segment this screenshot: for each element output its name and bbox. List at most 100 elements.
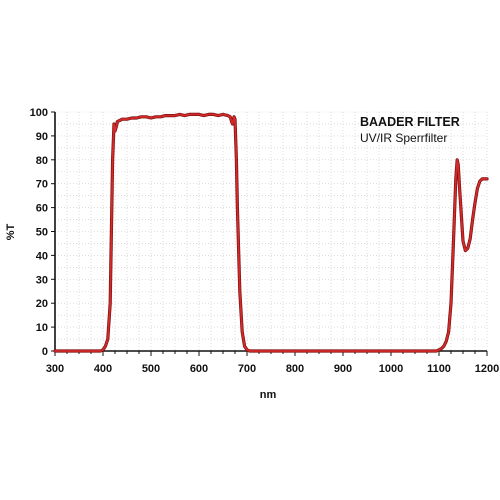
x-tick-label: 900 xyxy=(334,363,352,375)
data-point xyxy=(193,113,195,115)
series-layer xyxy=(53,112,489,353)
grid xyxy=(54,111,488,352)
y-tick-label: 50 xyxy=(36,227,48,239)
data-point xyxy=(464,250,466,252)
y-tick-label: 80 xyxy=(36,155,48,167)
data-point xyxy=(227,114,229,117)
x-tick-label: 400 xyxy=(94,363,112,375)
data-point xyxy=(169,114,171,117)
data-point xyxy=(235,159,238,161)
x-tick-label: 1100 xyxy=(427,363,451,375)
data-point xyxy=(455,178,457,180)
data-point xyxy=(231,120,233,123)
data-point xyxy=(436,350,438,352)
data-point xyxy=(116,120,118,123)
data-point xyxy=(469,238,471,240)
data-point xyxy=(484,178,486,180)
data-point xyxy=(440,348,442,350)
product-label: UV/IR Sperrfilter xyxy=(360,131,447,145)
data-point xyxy=(246,349,248,351)
data-point xyxy=(184,114,186,117)
y-tick-label: 30 xyxy=(36,274,48,286)
x-tick-label: 800 xyxy=(286,363,304,375)
data-point xyxy=(174,114,176,117)
data-point xyxy=(462,240,464,242)
data-point xyxy=(486,178,488,180)
data-point xyxy=(481,178,483,180)
data-point xyxy=(229,116,231,118)
data-point xyxy=(121,118,123,120)
data-point xyxy=(54,350,56,352)
data-point xyxy=(136,117,138,119)
data-point xyxy=(131,117,133,119)
y-axis-title: %T xyxy=(5,223,17,240)
data-point xyxy=(104,345,106,347)
data-point xyxy=(114,130,116,132)
data-point xyxy=(212,113,214,115)
data-point xyxy=(107,338,109,340)
data-point xyxy=(160,116,162,118)
data-point xyxy=(241,331,243,333)
data-point xyxy=(472,218,474,221)
data-point xyxy=(115,125,118,127)
x-tick-label: 1000 xyxy=(379,363,403,375)
data-point xyxy=(188,113,190,115)
axes xyxy=(51,111,488,356)
data-point xyxy=(140,116,142,118)
y-tick-label: 40 xyxy=(36,250,48,262)
y-tick-label: 70 xyxy=(36,179,48,191)
y-tick-label: 90 xyxy=(36,131,48,143)
y-tick-label: 0 xyxy=(42,346,48,358)
data-point xyxy=(198,113,200,115)
data-point xyxy=(126,118,128,120)
x-tick-label: 700 xyxy=(238,363,256,375)
data-point xyxy=(222,113,224,115)
data-point xyxy=(236,207,238,209)
x-tick-label: 300 xyxy=(46,363,64,375)
y-tick-label: 60 xyxy=(36,203,48,215)
data-point xyxy=(459,187,461,190)
data-point xyxy=(119,119,121,121)
data-point xyxy=(111,218,113,221)
y-tick-label: 100 xyxy=(30,107,48,119)
data-point xyxy=(474,202,476,204)
y-tick-label: 20 xyxy=(36,298,48,310)
data-point xyxy=(155,116,157,118)
data-point xyxy=(203,114,205,117)
data-point xyxy=(457,163,459,166)
data-point xyxy=(232,123,234,125)
x-tick-label: 600 xyxy=(190,363,208,375)
data-point xyxy=(102,349,104,351)
data-point xyxy=(456,159,458,161)
data-point xyxy=(113,123,115,125)
x-tick-label: 500 xyxy=(142,363,160,375)
data-point xyxy=(479,180,481,182)
data-point xyxy=(234,118,236,120)
data-point xyxy=(164,114,166,117)
y-tick-label: 10 xyxy=(36,322,48,334)
data-point xyxy=(179,113,181,115)
data-point xyxy=(109,302,111,304)
data-point xyxy=(443,345,445,347)
data-point xyxy=(233,116,235,118)
data-point xyxy=(248,350,250,352)
data-point xyxy=(460,218,463,221)
data-point xyxy=(100,350,102,352)
data-point xyxy=(150,117,152,119)
x-axis-title: nm xyxy=(260,389,277,401)
data-point xyxy=(476,187,478,190)
tick-labels: 300 400 500 600 700 800 900 1000 1100 1200 0 10 20 30… xyxy=(30,107,500,375)
data-point xyxy=(452,242,454,245)
data-point xyxy=(208,113,210,115)
data-point xyxy=(467,247,469,249)
x-tick-label: 1200 xyxy=(475,363,499,375)
data-point xyxy=(112,159,114,161)
data-point xyxy=(448,331,450,333)
data-point xyxy=(217,114,219,117)
data-point xyxy=(145,116,147,118)
data-point xyxy=(445,340,447,343)
data-point xyxy=(239,290,241,292)
brand-label: BAADER FILTER xyxy=(360,115,460,129)
data-point xyxy=(244,345,246,347)
